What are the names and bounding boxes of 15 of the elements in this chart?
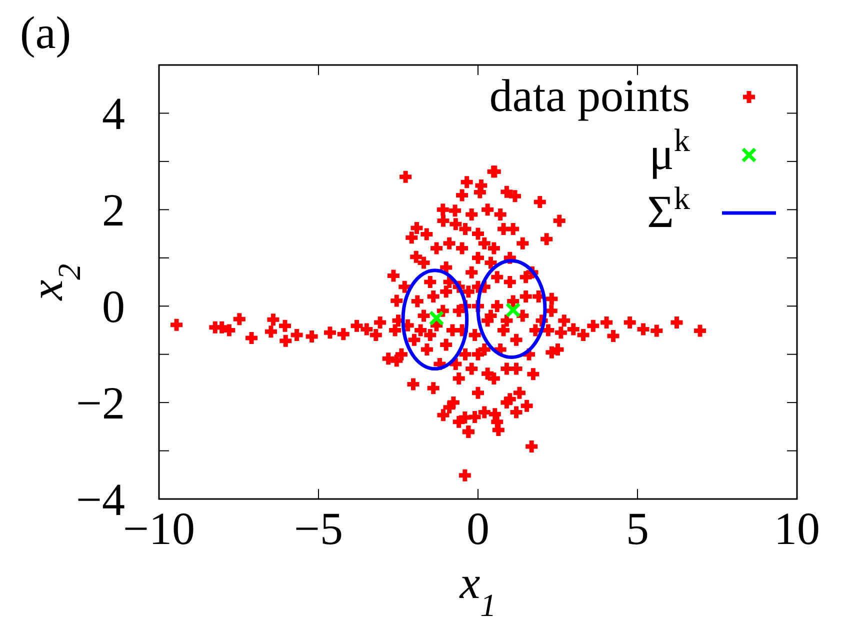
legend-label: data points <box>489 70 690 121</box>
y-tick-label: 0 <box>102 281 125 332</box>
y-tick-label: −2 <box>76 378 125 429</box>
x-tick-label: 10 <box>774 503 820 554</box>
legend-label: μ$^{k}$ <box>649 122 691 179</box>
x-axis-title: x$_{1}$ <box>458 557 496 623</box>
x-tick-label: 5 <box>626 503 649 554</box>
x-tick-label: 0 <box>466 503 490 554</box>
legend-label: Σ$^{k}$ <box>647 180 691 237</box>
chart-title: (a) <box>20 7 72 58</box>
x-tick-label: −10 <box>123 503 195 554</box>
y-tick-label: 4 <box>102 88 125 140</box>
x-tick-label: −5 <box>294 503 343 554</box>
y-tick-label: 2 <box>102 184 125 236</box>
y-tick-label: −4 <box>76 474 125 525</box>
